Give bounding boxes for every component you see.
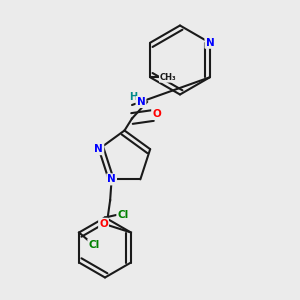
Text: Cl: Cl: [117, 209, 129, 220]
Text: N: N: [107, 174, 116, 184]
Text: N: N: [94, 144, 103, 154]
Text: O: O: [152, 109, 161, 119]
Text: N: N: [206, 38, 214, 48]
Text: Cl: Cl: [88, 239, 100, 250]
Text: O: O: [99, 219, 108, 229]
Text: CH₃: CH₃: [160, 73, 176, 82]
Text: H: H: [129, 92, 138, 102]
Text: N: N: [136, 97, 146, 107]
